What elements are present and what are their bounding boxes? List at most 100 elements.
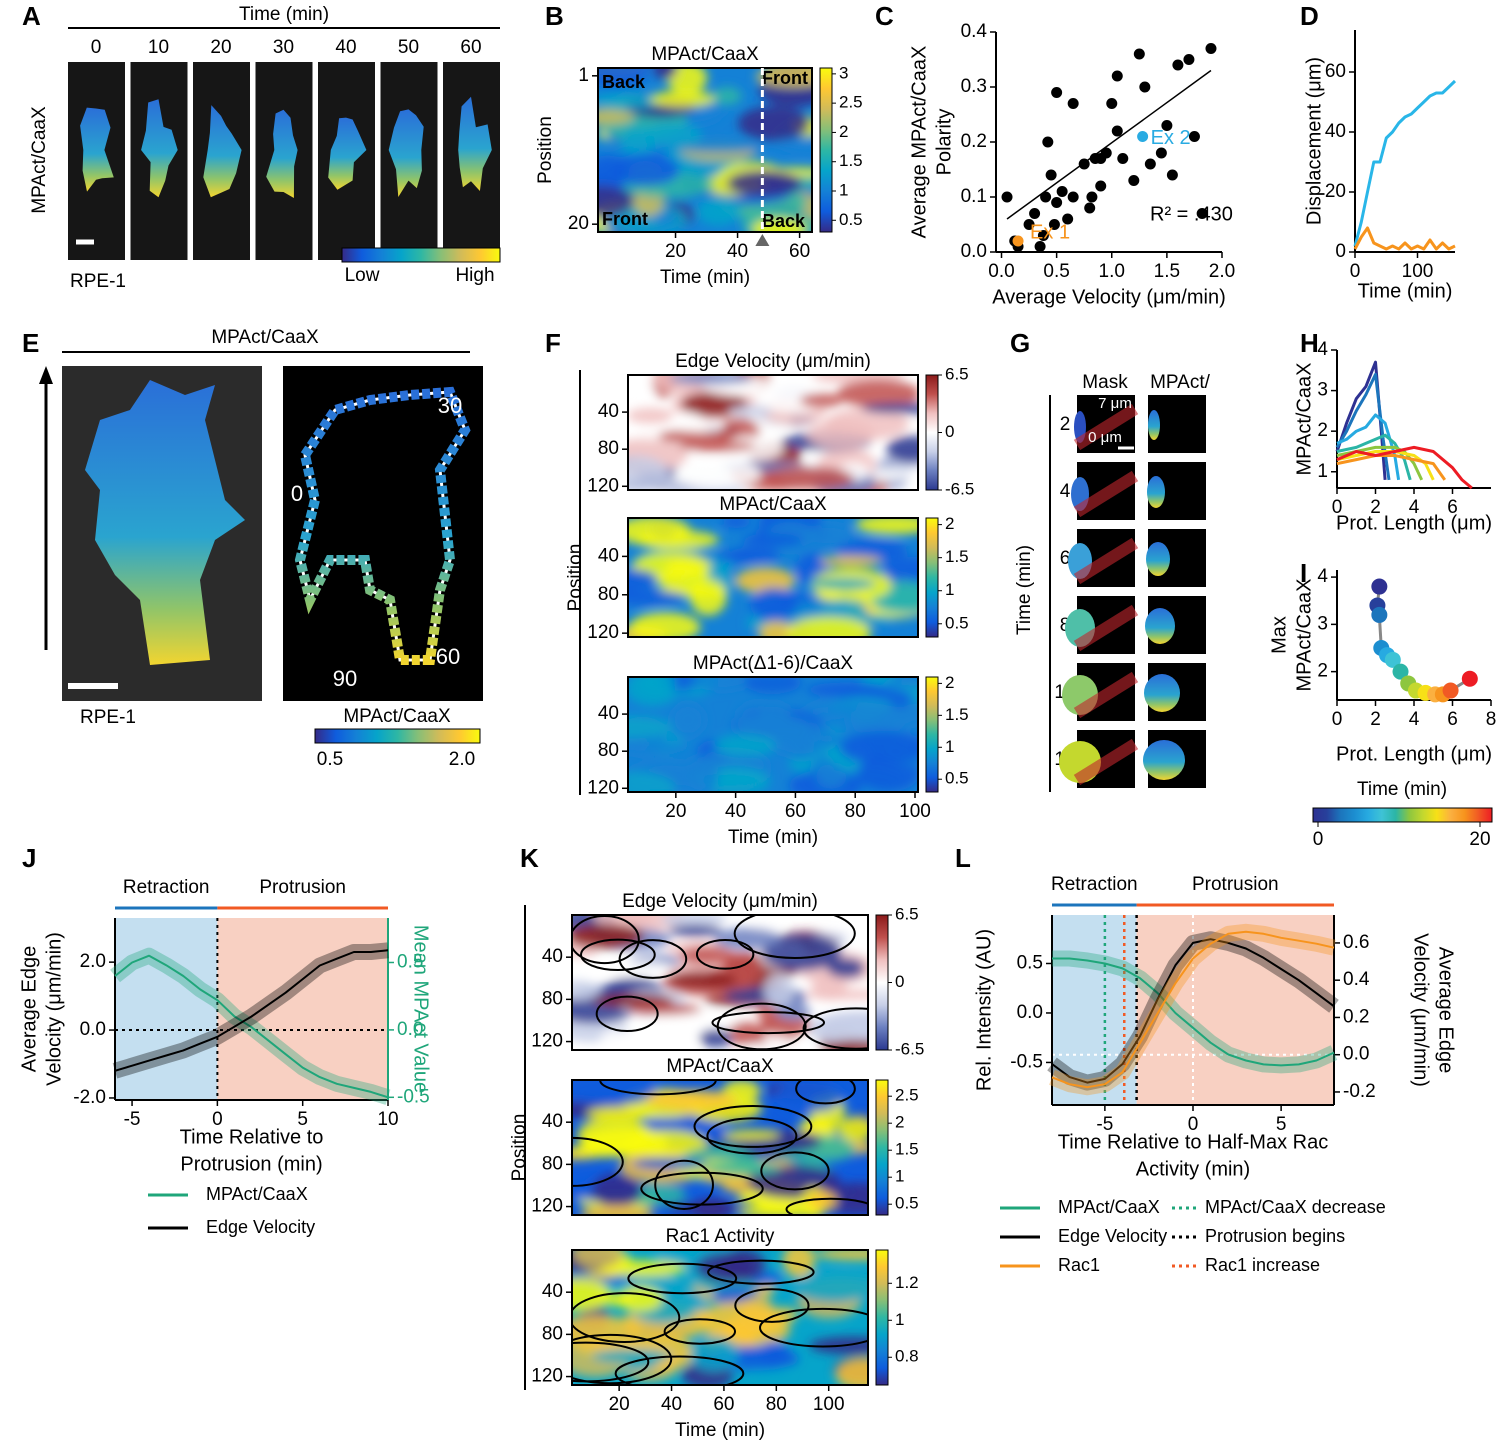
y2-tick-label: -0.5: [397, 1086, 430, 1107]
y-tick-label: 0.3: [961, 76, 987, 97]
heatmap-blob: [628, 589, 687, 606]
heatmap-blob: [715, 551, 754, 563]
point: [1023, 219, 1035, 230]
heatmap-blob: [764, 973, 795, 1007]
heatmap-image: [598, 68, 812, 232]
contour: [711, 1011, 826, 1035]
colorbar-tick-label: -6.5: [895, 1039, 924, 1058]
panel-letter: L: [955, 843, 971, 873]
heatmap-annotation: Back: [602, 72, 646, 92]
point: [1056, 186, 1068, 197]
contour: [654, 1159, 714, 1210]
x-tick-label: 40: [725, 801, 746, 822]
x-tick-label: 80: [845, 801, 866, 822]
colorbar: [875, 914, 889, 1051]
heatmap-blob: [855, 518, 918, 535]
y-tick-label: 0.1: [961, 186, 987, 207]
legend-label: MPAct/CaaX decrease: [1205, 1197, 1386, 1217]
x-axis-label: Average Velocity (μm/min): [992, 286, 1225, 308]
x-tick-label: 4: [1409, 709, 1420, 730]
heatmap-annotation: Front: [762, 68, 808, 88]
heatmap-blob: [738, 106, 810, 141]
heatmap-blob: [697, 196, 741, 226]
colorbar-tick-label: 1.2: [895, 1273, 919, 1292]
heatmap-blob: [785, 616, 872, 637]
heatmap-blob: [649, 90, 716, 107]
y-axis-label: MPAct/CaaX: [1293, 579, 1315, 692]
colorbar-tick-label: 1.5: [945, 547, 969, 566]
image-title: MPAct/CaaX: [211, 327, 319, 348]
series-line: [114, 949, 389, 1072]
colorbar-tick-label: 2.5: [839, 93, 863, 112]
heatmap-blob: [598, 185, 635, 217]
y-axis-label: Rel. Intensity (AU): [973, 929, 995, 1091]
time-label: 8: [1060, 615, 1071, 636]
y-tick-label: 120: [531, 1196, 563, 1217]
colorbar-tick-label: 1: [945, 580, 954, 599]
heatmap-blob: [667, 68, 708, 95]
column-header: Mask: [1082, 372, 1128, 393]
time-annotation: 0: [291, 481, 303, 506]
y-tick-label: 80: [542, 1153, 563, 1174]
colorbar-label: High: [455, 265, 494, 286]
heatmap-blob: [572, 1080, 656, 1106]
contour: [595, 995, 659, 1033]
heatmap-blob: [751, 218, 807, 232]
colorbar-tick-label: 0.5: [895, 1194, 919, 1213]
heatmap-blob: [629, 612, 701, 637]
point: [1042, 136, 1054, 148]
heatmap-blob: [699, 1028, 733, 1048]
series-line: [114, 954, 389, 1099]
heatmap-frame: [627, 517, 919, 638]
heatmap-blob: [723, 1129, 780, 1140]
point: [1100, 147, 1112, 159]
heatmap-blob: [572, 980, 599, 1000]
point: [1117, 153, 1129, 164]
contour: [618, 939, 688, 979]
y-tick-label: 0.2: [961, 131, 987, 152]
point: [1128, 175, 1140, 186]
x-tick-label: 1.0: [1099, 261, 1125, 282]
phase-label: Protrusion: [1192, 874, 1279, 895]
colorbar-tick-label: 1.5: [945, 705, 969, 724]
series-line: [1051, 938, 1335, 1084]
y-tick-label: 20: [1325, 181, 1346, 202]
y-axis-label: Position: [565, 544, 586, 612]
y-tick-label: 40: [1325, 121, 1346, 142]
y-axis-label: Position: [509, 1114, 530, 1182]
heatmap-frame: [571, 914, 869, 1051]
phase-label: Protrusion: [259, 877, 346, 898]
point: [1392, 663, 1409, 680]
heatmap-title: MPAct(Δ1-6)/CaaX: [693, 653, 853, 674]
contour: [695, 938, 755, 970]
y-axis-label: Max: [1268, 616, 1290, 654]
contour: [663, 1318, 737, 1345]
heatmap-blob: [572, 923, 645, 949]
heatmap-image: [628, 375, 918, 490]
y-tick-label: 120: [531, 1366, 563, 1387]
heatmap-annotation: Back: [762, 211, 806, 231]
cell: [1145, 608, 1175, 644]
y-tick-label: 0.4: [961, 21, 988, 42]
x-tick-label: 40: [661, 1394, 682, 1415]
colorbar: [1312, 807, 1493, 823]
heatmap-blob: [678, 441, 756, 453]
y2-tick-label: 0.6: [1343, 932, 1369, 953]
colorbar-tick-label: -6.5: [945, 479, 974, 498]
heatmap-blob: [638, 677, 676, 696]
x-tick-label: 8: [1486, 709, 1497, 730]
phase-label: Retraction: [123, 877, 210, 898]
cell: [85, 380, 245, 665]
heatmap-image: [628, 518, 918, 637]
heatmap-blob: [807, 419, 875, 449]
x-tick-label: 0: [212, 1109, 223, 1130]
heatmap-blob: [668, 924, 722, 937]
legend-label: MPAct/CaaX: [1058, 1197, 1160, 1217]
heatmap-frame: [571, 1249, 869, 1386]
scale-label: 0 μm: [1088, 429, 1122, 446]
point: [1384, 651, 1401, 668]
y-tick-label: 60: [1325, 61, 1346, 82]
heatmap-blob: [802, 524, 854, 547]
heatmap-blob: [782, 1250, 816, 1278]
colorbar-tick-label: 1.5: [839, 151, 863, 170]
